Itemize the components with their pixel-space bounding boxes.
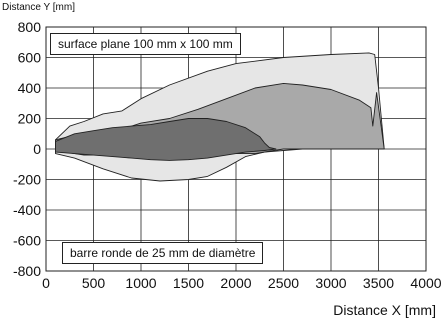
y-axis-label: Distance Y [mm]: [2, 2, 75, 13]
y-tick-label: 400: [18, 80, 42, 96]
x-axis-label: Distance X [mm]: [333, 302, 436, 318]
plot-frame: [45, 26, 427, 272]
x-tick-label: 1500: [173, 275, 204, 291]
x-tick-label: 500: [82, 275, 106, 291]
y-tick-label: 0: [33, 141, 41, 157]
x-tick-label: 0: [42, 275, 50, 291]
x-tick-label: 4000: [410, 275, 441, 291]
x-tick-label: 1000: [125, 275, 156, 291]
y-tick-label: -400: [13, 202, 41, 218]
y-tick-label: -800: [13, 263, 41, 279]
x-tick-label: 3000: [315, 275, 346, 291]
annotation-surface-plane: surface plane 100 mm x 100 mm: [50, 33, 241, 55]
x-tick-label: 2000: [220, 275, 251, 291]
x-tick-labels: 0 500 1000 1500 2000 2500 3000 3500 4000: [42, 275, 442, 291]
x-tick-label: 3500: [363, 275, 394, 291]
y-tick-label: 200: [18, 111, 42, 127]
y-tick-label: -600: [13, 233, 41, 249]
x-tick-label: 2500: [268, 275, 299, 291]
area-series-3: [55, 118, 277, 161]
y-tick-label: -200: [13, 172, 41, 188]
y-tick-label: 800: [18, 19, 42, 35]
annotation-round-bar: barre ronde de 25 mm de diamètre: [62, 242, 264, 264]
y-tick-labels: -800 -600 -400 -200 0 200 400 600 800: [13, 19, 41, 279]
y-tick-label: 600: [18, 50, 42, 66]
data-areas: [55, 52, 385, 182]
